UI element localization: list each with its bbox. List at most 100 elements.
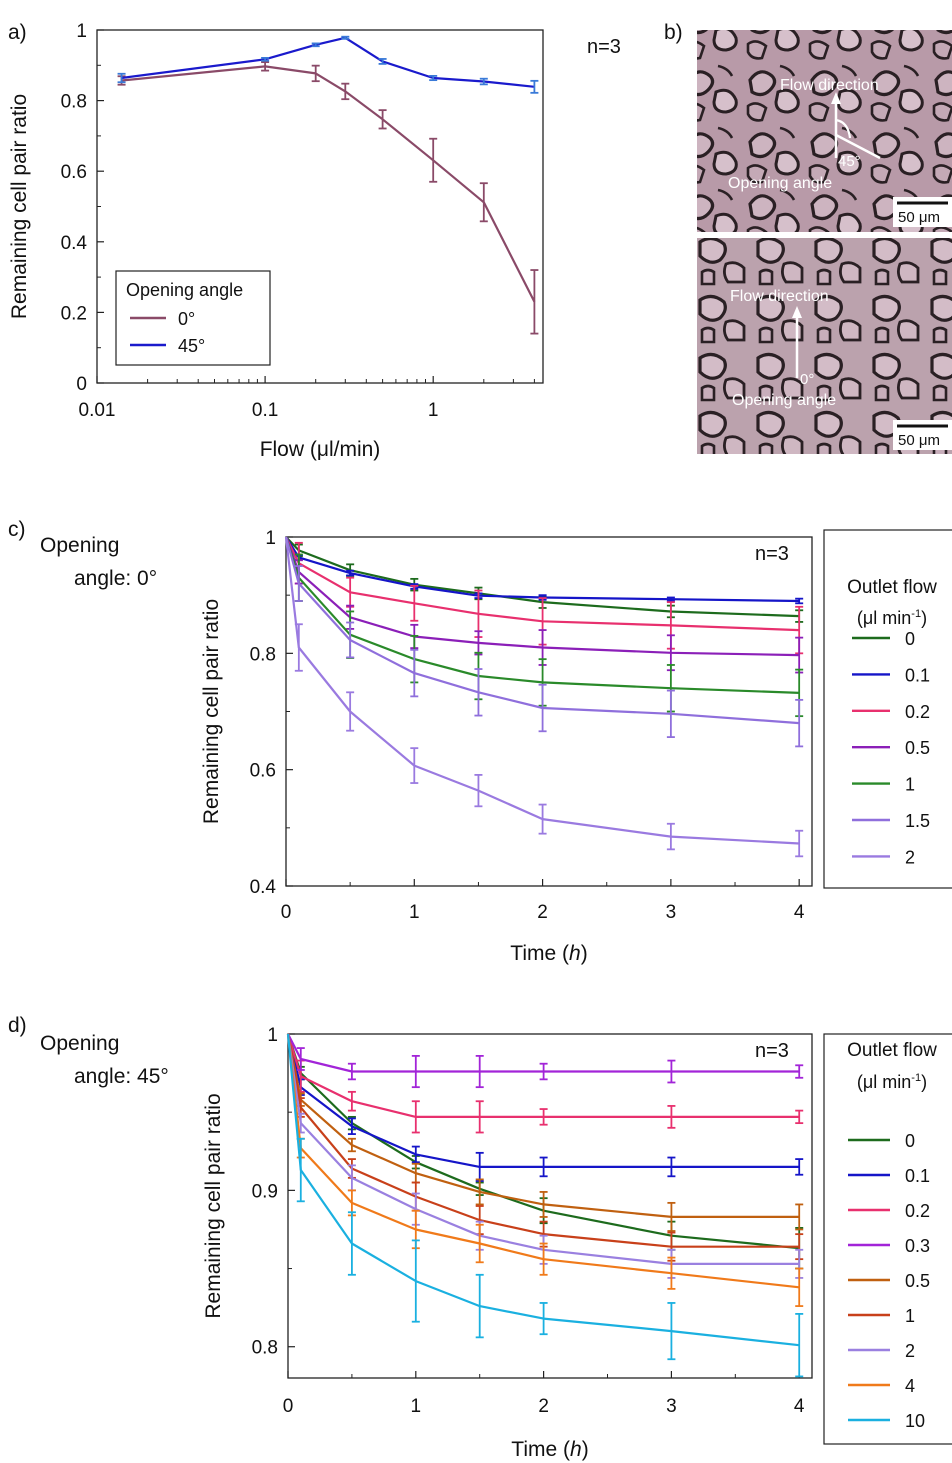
legend-title-c: Outlet flow xyxy=(847,577,937,598)
legend-box-c xyxy=(823,529,952,889)
series-line-c-1.5 xyxy=(284,536,800,725)
side-label-line1-c: Opening xyxy=(40,534,119,557)
panel-b-bottom-micrograph: Flow direction 0° Opening angle 50 μm xyxy=(697,238,952,454)
flow-arrowhead-icon-bottom xyxy=(792,306,802,318)
legend-label-a-45°: 45° xyxy=(178,336,205,356)
x-tick-label-a: 0.01 xyxy=(79,400,116,421)
y-tick-label-a: 0.6 xyxy=(61,162,87,183)
legend-label-d-10: 10 xyxy=(905,1411,925,1431)
y-tick-label-c: 0.8 xyxy=(250,644,276,665)
x-tick-label-c: 0 xyxy=(281,902,292,923)
legend-label-d-2: 2 xyxy=(905,1341,915,1361)
legend-label-c-1.5: 1.5 xyxy=(905,811,930,831)
angle-label-top: 45° xyxy=(838,153,861,170)
flow-direction-label-bottom: Flow direction xyxy=(730,288,829,305)
y-tick-label-a: 0.8 xyxy=(61,92,87,113)
scale-label-top: 50 μm xyxy=(898,209,940,226)
legend-label-c-0.2: 0.2 xyxy=(905,702,930,722)
series-line-c-0 xyxy=(285,536,800,618)
legend-label-c-2: 2 xyxy=(905,847,915,867)
series-line-c-0.1 xyxy=(285,536,800,603)
opening-angle-label-top: Opening angle xyxy=(728,175,832,192)
y-tick-label-a: 0.4 xyxy=(61,233,88,254)
x-tick-label-c: 1 xyxy=(409,902,420,923)
x-tick-label-d: 0 xyxy=(283,1396,294,1417)
legend-label-c-0.1: 0.1 xyxy=(905,665,930,685)
series-line-d-0.1 xyxy=(286,1033,800,1169)
x-axis-label-c: Time (h) xyxy=(510,942,587,965)
series-line-d-0.3 xyxy=(287,1033,800,1073)
x-tick-label-d: 4 xyxy=(794,1396,805,1417)
side-label-line1-d: Opening xyxy=(40,1032,119,1055)
flow-arrowhead-icon xyxy=(831,92,841,104)
series-line-a-45° xyxy=(121,36,535,88)
x-tick-label-a: 0.1 xyxy=(252,400,278,421)
panel-b-top-micrograph: Flow direction 45° Opening angle 50 μm xyxy=(697,30,952,232)
legend-label-c-1: 1 xyxy=(905,775,915,795)
x-axis-label-a: Flow (μl/min) xyxy=(260,438,381,461)
x-tick-label-d: 3 xyxy=(666,1396,677,1417)
opening-angle-line xyxy=(835,133,881,160)
y-tick-label-c: 1 xyxy=(265,528,276,549)
y-tick-label-a: 0.2 xyxy=(61,303,87,324)
panel-label-b: b) xyxy=(664,21,683,44)
panel-label-a: a) xyxy=(8,21,27,44)
legend-label-d-4: 4 xyxy=(905,1376,915,1396)
y-axis-label-d: Remaining cell pair ratio xyxy=(202,1093,225,1318)
series-line-d-0.5 xyxy=(286,1033,800,1219)
y-axis-label-c: Remaining cell pair ratio xyxy=(200,599,223,824)
flow-direction-label-top: Flow direction xyxy=(780,77,879,94)
x-tick-label-c: 4 xyxy=(794,902,805,923)
y-tick-label-d: 1 xyxy=(267,1025,278,1046)
legend-label-d-0: 0 xyxy=(905,1131,915,1151)
legend-label-d-0.5: 0.5 xyxy=(905,1271,930,1291)
angle-label-bottom: 0° xyxy=(800,371,814,388)
x-tick-label-a: 1 xyxy=(428,400,439,421)
legend-label-c-0: 0 xyxy=(905,629,915,649)
panel-label-c: c) xyxy=(8,518,26,541)
legend-box-d xyxy=(823,1033,952,1445)
legend-label-d-1: 1 xyxy=(905,1306,915,1326)
series-line-d-2 xyxy=(286,1033,800,1266)
y-axis-label-a: Remaining cell pair ratio xyxy=(8,94,31,319)
legend-label-d-0.2: 0.2 xyxy=(905,1201,930,1221)
legend-unit-d: (μl min-1) xyxy=(857,1072,927,1092)
sample-size-annotation-d: n=3 xyxy=(755,1040,789,1062)
legend-title-a: Opening angle xyxy=(126,280,243,300)
series-line-d-0.2 xyxy=(286,1033,800,1119)
series-line-d-10 xyxy=(286,1033,800,1347)
x-tick-label-d: 2 xyxy=(538,1396,549,1417)
legend-label-d-0.1: 0.1 xyxy=(905,1166,930,1186)
side-label-line2-c: angle: 0° xyxy=(74,567,157,590)
sample-size-annotation-c: n=3 xyxy=(755,543,789,565)
legend-label-d-0.3: 0.3 xyxy=(905,1236,930,1256)
side-label-line2-d: angle: 45° xyxy=(74,1065,169,1088)
panel-label-d: d) xyxy=(8,1014,27,1037)
legend-title-d: Outlet flow xyxy=(847,1040,937,1061)
legend-label-c-0.5: 0.5 xyxy=(905,738,930,758)
angle-arc-icon xyxy=(835,118,852,139)
legend-label-a-0°: 0° xyxy=(178,309,195,329)
series-line-a-0° xyxy=(121,65,536,303)
series-line-c-0.5 xyxy=(284,536,800,657)
legend-unit-c: (μl min-1) xyxy=(857,608,927,628)
scale-label-bottom: 50 μm xyxy=(898,432,940,449)
series-line-d-1 xyxy=(286,1033,800,1248)
x-tick-label-c: 3 xyxy=(666,902,677,923)
series-line-d-4 xyxy=(286,1033,800,1289)
x-tick-label-c: 2 xyxy=(537,902,548,923)
y-tick-label-c: 0.6 xyxy=(250,761,276,782)
x-axis-label-d: Time (h) xyxy=(511,1438,588,1461)
plot-frame-c xyxy=(285,536,813,887)
opening-angle-label-bottom: Opening angle xyxy=(732,392,836,409)
chart-a: 0 0.2 0.4 0.6 0.8 1 0.01 0.1 1 Remaining cell pai… xyxy=(8,21,621,461)
series-line-c-1 xyxy=(284,536,800,694)
sample-size-annotation-a: n=3 xyxy=(587,36,621,58)
x-tick-label-d: 1 xyxy=(411,1396,422,1417)
series-line-c-2 xyxy=(284,536,800,845)
y-tick-label-d: 0.8 xyxy=(252,1338,278,1359)
y-tick-label-c: 0.4 xyxy=(250,877,277,898)
y-tick-label-d: 0.9 xyxy=(252,1181,278,1202)
